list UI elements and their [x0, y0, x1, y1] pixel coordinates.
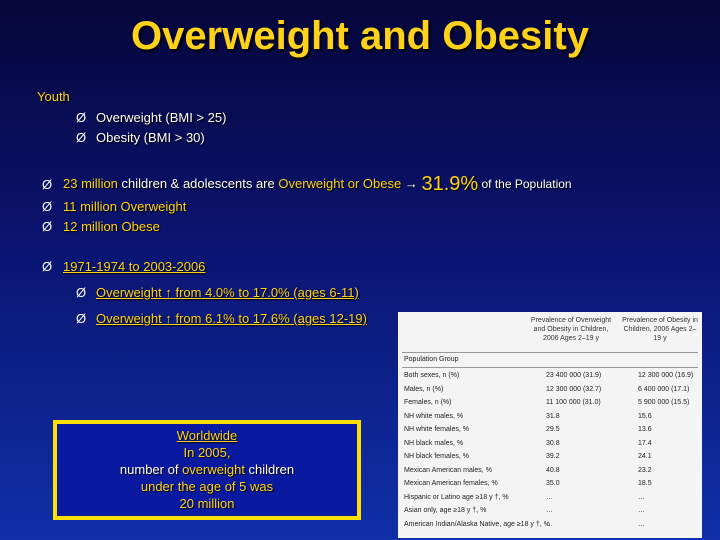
- worldwide-count: 20 million: [179, 496, 235, 511]
- stats-line-total: 23 million children & adolescents are Ov…: [63, 173, 572, 196]
- table-cell: 11 100 000 (31.0): [546, 399, 601, 406]
- youth-item-obesity: Obesity (BMI > 30): [96, 130, 205, 145]
- bullet-icon: Ø: [42, 219, 53, 234]
- table-cell: NH white males, %: [404, 412, 464, 420]
- arrow-icon: →: [404, 176, 418, 191]
- bullet-icon: Ø: [76, 311, 87, 326]
- table-cell: 31.8: [546, 412, 560, 420]
- table-cell: 35.0: [546, 480, 560, 487]
- worldwide-line2: number of overweight children: [57, 461, 357, 478]
- table-cell: 23.2: [638, 466, 652, 474]
- youth-label: Youth: [37, 89, 70, 104]
- prevalence-table: Prevalence of Overweight and Obesity in …: [398, 312, 702, 538]
- worldwide-overweight: overweight: [182, 462, 245, 477]
- bullet-icon: Ø: [42, 259, 53, 274]
- worldwide-heading: Worldwide: [176, 428, 238, 443]
- table-cell: Hispanic or Latino age ≥18 y †, %: [404, 493, 509, 501]
- worldwide-box: Worldwide In 2005, number of overweight …: [53, 420, 361, 520]
- table-header-group: Population Group: [404, 356, 459, 363]
- worldwide-year: In 2005,: [183, 445, 231, 460]
- stats-category: Overweight or Obese: [278, 176, 402, 191]
- table-cell: NH white females, %: [404, 426, 469, 433]
- table-row: Mexican American females, % 35.0 18.5: [404, 478, 698, 490]
- stats-percent: 31.9%: [421, 173, 479, 195]
- bullet-icon: Ø: [42, 177, 53, 192]
- table-cell: NH black males, %: [404, 439, 464, 447]
- table-cell: 18.5: [638, 480, 652, 487]
- stats-count: 23 million: [63, 176, 118, 191]
- table-cell: American Indian/Alaska Native, age ≥18 y…: [404, 520, 550, 528]
- table-cell: 15.6: [638, 412, 652, 420]
- table-cell: 12 300 000 (32.7): [546, 385, 602, 393]
- table-row: Females, n (%) 11 100 000 (31.0) 5 900 000…: [404, 397, 698, 409]
- table-divider: [402, 367, 698, 368]
- bullet-icon: Ø: [76, 130, 87, 145]
- stats-text: children & adolescents are: [117, 176, 279, 191]
- page-title: Overweight and Obesity: [131, 14, 589, 58]
- trend-item-6-11: Overweight ↑ from 4.0% to 17.0% (ages 6-…: [96, 285, 359, 300]
- table-cell: NH black females, %: [404, 453, 469, 460]
- table-row: NH white males, % 31.8 15.6: [404, 411, 698, 423]
- table-cell: …: [638, 507, 645, 514]
- table-row: NH black females, % 39.2 24.1: [404, 451, 698, 463]
- worldwide-age: under the age of 5 was: [140, 479, 274, 494]
- table-header-row: Population Group: [404, 354, 698, 366]
- bullet-icon: Ø: [76, 110, 87, 125]
- table-cell: Males, n (%): [404, 385, 444, 393]
- table-cell: 24.1: [638, 453, 652, 460]
- stats-overweight: 11 million Overweight: [63, 199, 187, 214]
- bullet-icon: Ø: [42, 199, 53, 214]
- bullet-icon: Ø: [76, 285, 87, 300]
- table-cell: …: [638, 493, 645, 501]
- table-row: Males, n (%) 12 300 000 (32.7) 6 400 000 (…: [404, 384, 698, 396]
- table-row: NH black males, % 30.8 17.4: [404, 438, 698, 450]
- table-header-obesity: Prevalence of Obesity in Children, 2006 …: [622, 317, 698, 342]
- table-cell: …: [546, 520, 553, 528]
- table-cell: Females, n (%): [404, 399, 452, 406]
- table-header-overweight: Prevalence of Overweight and Obesity in …: [530, 317, 612, 342]
- table-cell: 17.4: [638, 439, 652, 447]
- table-row: Both sexes, n (%) 23 400 000 (31.9) 12 300…: [404, 370, 698, 382]
- table-cell: Mexican American females, %: [404, 480, 498, 487]
- stats-obese: 12 million Obese: [63, 219, 160, 234]
- table-row: American Indian/Alaska Native, age ≥18 y…: [404, 519, 698, 531]
- table-cell: 5 900 000 (15.5): [638, 399, 690, 406]
- table-cell: Mexican American males, %: [404, 466, 492, 474]
- worldwide-text: children: [244, 462, 295, 477]
- table-row: Hispanic or Latino age ≥18 y †, % … …: [404, 492, 698, 504]
- table-divider: [402, 352, 698, 353]
- table-cell: 40.8: [546, 466, 560, 474]
- table-cell: 29.5: [546, 426, 560, 433]
- youth-item-overweight: Overweight (BMI > 25): [96, 110, 227, 125]
- table-row: Asian only, age ≥18 y †, % … …: [404, 505, 698, 517]
- table-cell: Both sexes, n (%): [404, 372, 460, 379]
- table-cell: 30.8: [546, 439, 560, 447]
- worldwide-text: number of: [119, 462, 183, 477]
- table-cell: 39.2: [546, 453, 560, 460]
- trend-period: 1971-1974 to 2003-2006: [63, 259, 206, 274]
- table-cell: …: [638, 520, 645, 528]
- table-cell: Asian only, age ≥18 y †, %: [404, 507, 487, 514]
- stats-suffix: of the Population: [478, 177, 572, 191]
- table-cell: 12 300 000 (16.9): [638, 372, 694, 379]
- table-row: NH white females, % 29.5 13.6: [404, 424, 698, 436]
- table-cell: 13.6: [638, 426, 652, 433]
- table-cell: 23 400 000 (31.9): [546, 372, 602, 379]
- trend-item-12-19: Overweight ↑ from 6.1% to 17.6% (ages 12…: [96, 311, 367, 326]
- table-cell: 6 400 000 (17.1): [638, 385, 690, 393]
- table-row: Mexican American males, % 40.8 23.2: [404, 465, 698, 477]
- table-cell: …: [546, 493, 553, 501]
- table-cell: …: [546, 507, 553, 514]
